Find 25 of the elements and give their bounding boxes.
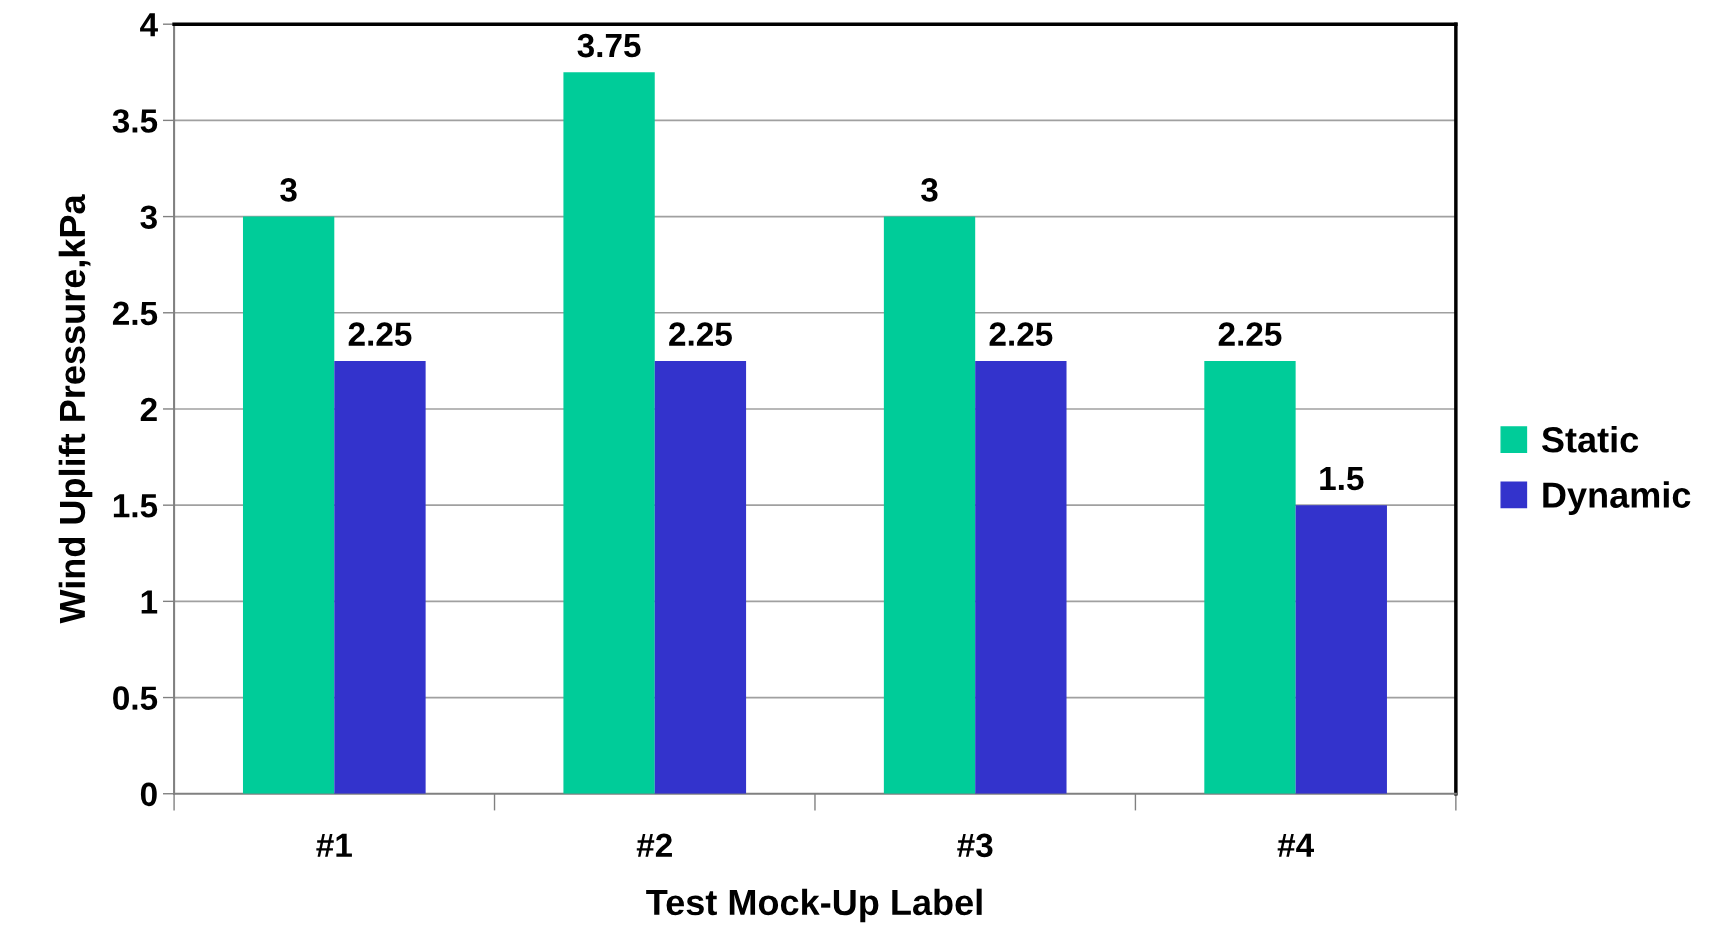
y-tick-label: 2: [140, 397, 157, 422]
data-label: 2.25: [989, 322, 1053, 346]
x-tick-label: #3: [957, 833, 993, 858]
data-label: 2.25: [348, 322, 412, 346]
y-tick-label: 0.5: [113, 686, 158, 710]
y-tick-label: 1: [141, 590, 158, 614]
y-tick-label: 4: [140, 13, 158, 37]
legend-label: Static: [1541, 426, 1639, 453]
y-axis-title: Wind Uplift Pressure,kPa: [58, 194, 93, 624]
x-tick-label: #4: [1277, 833, 1314, 857]
y-tick-label: 3: [140, 205, 157, 230]
x-tick-label: #2: [636, 833, 672, 857]
data-label: 3: [280, 178, 297, 202]
y-tick-label: 1.5: [113, 494, 158, 518]
data-label: 3.75: [577, 33, 641, 58]
y-tick-label: 3.5: [112, 109, 158, 133]
x-axis-title: Test Mock-Up Label: [646, 888, 982, 923]
data-label: 1.5: [1320, 466, 1364, 491]
y-tick-label: 0: [140, 782, 157, 807]
legend-label: Dynamic: [1543, 481, 1691, 516]
x-tick-label: #1: [316, 833, 352, 857]
data-label: 2.25: [1218, 322, 1282, 346]
data-label: 2.25: [669, 322, 732, 346]
data-label: 3: [921, 178, 938, 202]
y-tick-label: 2.5: [112, 301, 158, 326]
